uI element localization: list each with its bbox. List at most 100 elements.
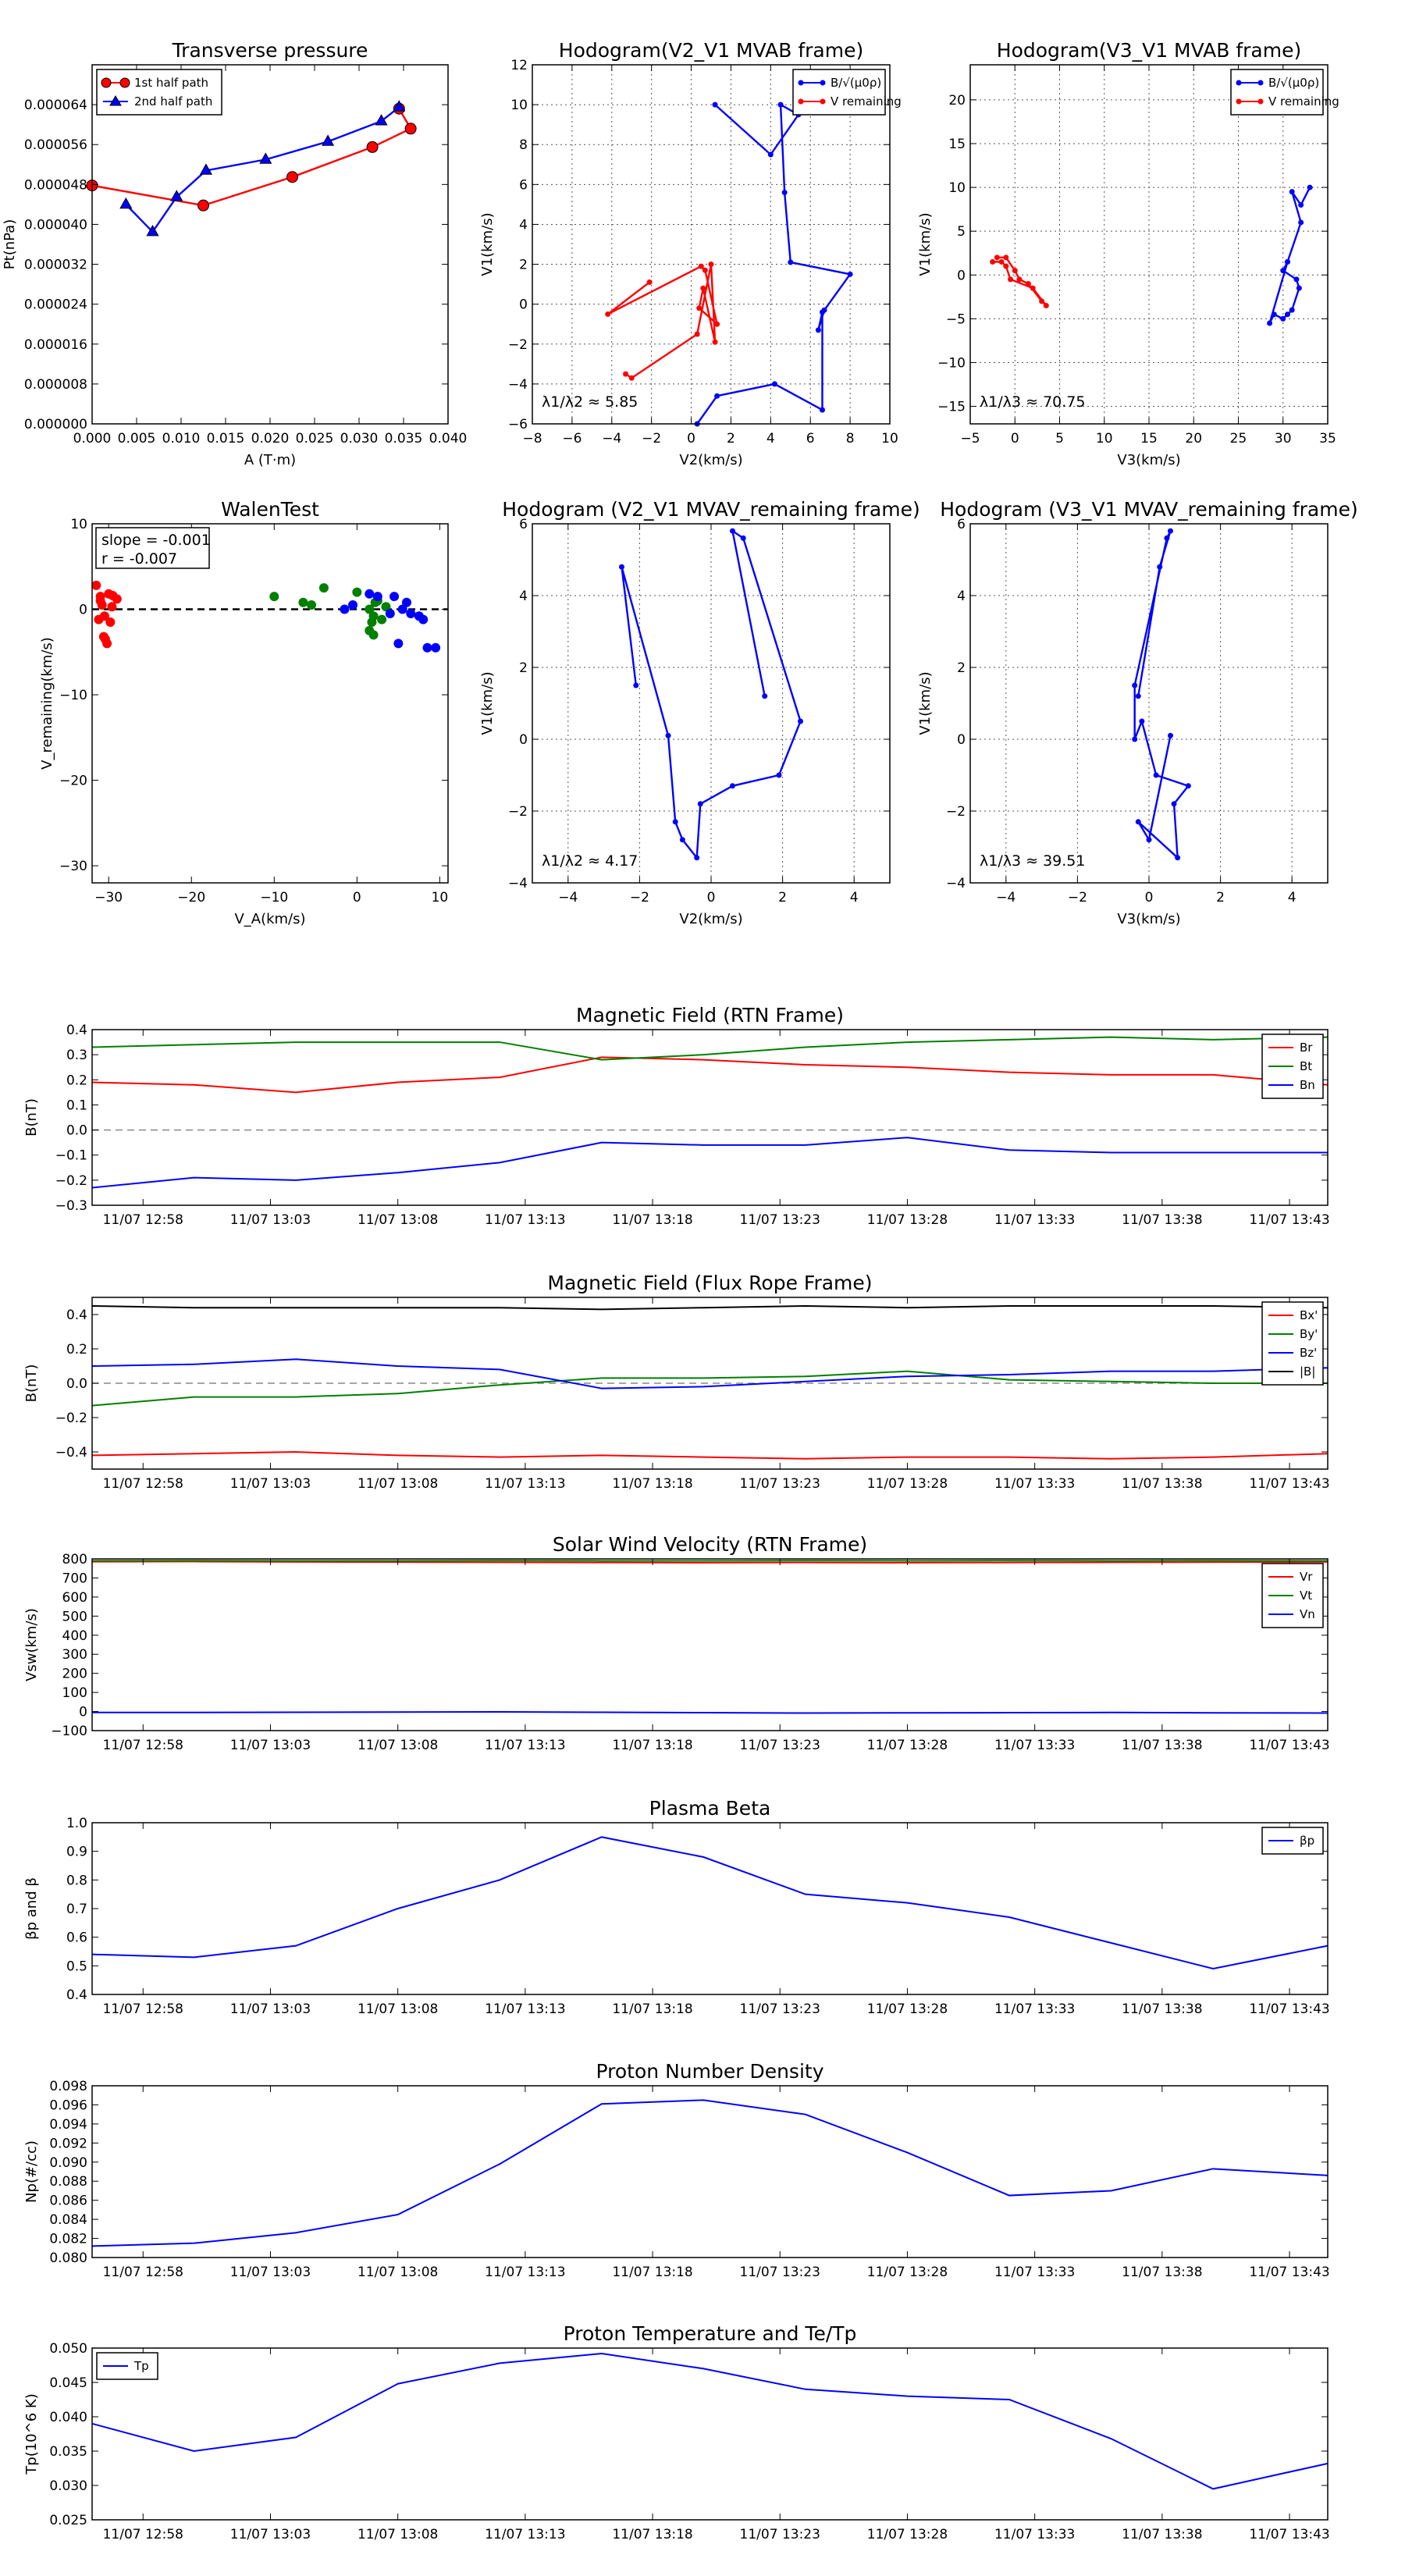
y-tick-label: 15 [948, 137, 966, 152]
data-point [397, 604, 407, 614]
x-tick-label: 11/07 13:38 [1122, 1212, 1202, 1228]
x-tick-label: 11/07 13:33 [994, 1476, 1075, 1492]
series-line-Bn [91, 1137, 1328, 1189]
series-line-1st half path [91, 108, 412, 207]
data-point [322, 134, 335, 146]
chart-panel-hodogram-v3-v1-mvab: −5 0 5 10 15 20 25 30 35 −15 −10 −5 0 5 10 15 20 Hodogram… [917, 39, 1339, 468]
legend: Vr Vt Vn [1261, 1563, 1324, 1628]
legend-label: |B| [1300, 1364, 1315, 1379]
x-tick-label: 11/07 13:03 [230, 1212, 311, 1228]
x-tick-label: 11/07 13:43 [1249, 1738, 1329, 1753]
data-point [1171, 801, 1177, 807]
legend-label: B/√(μ0ρ) [831, 76, 881, 90]
legend: Bx' By' Bz' |B| [1261, 1301, 1324, 1386]
plot-frame [91, 1822, 1329, 1995]
data-point [714, 393, 720, 399]
data-point [352, 587, 362, 597]
y-tick-label: 0.4 [66, 1308, 87, 1323]
data-point [375, 114, 388, 126]
y-tick-label: −4 [508, 377, 528, 393]
data-point [404, 123, 417, 135]
data-point [990, 258, 996, 265]
y-tick-label: −2 [508, 337, 528, 353]
legend-marker [1236, 98, 1242, 105]
x-tick-label: 10 [881, 431, 898, 447]
y-tick-label: −10 [59, 688, 87, 703]
y-axis-label: Vsw(km/s) [23, 1608, 40, 1681]
data-point [1267, 320, 1273, 326]
chart-panel-proton-temperature: 11/07 12:58 11/07 13:03 11/07 13:08 11/07 1… [23, 2322, 1330, 2542]
y-tick-label: −0.2 [55, 1411, 87, 1426]
data-point [393, 100, 406, 112]
x-tick-label: 4 [767, 431, 775, 447]
x-tick-label: 11/07 13:23 [740, 2001, 820, 2017]
data-point [998, 258, 1005, 265]
x-tick-label: 11/07 13:43 [1249, 1212, 1329, 1228]
y-tick-label: 0.000024 [24, 297, 87, 313]
x-tick-label: −4 [996, 890, 1016, 906]
x-tick-label: 11/07 13:43 [1249, 2527, 1329, 2542]
y-tick-label: −4 [946, 876, 966, 891]
data-point [307, 600, 317, 610]
x-axis-label: V2(km/s) [679, 911, 742, 927]
y-axis-label: V1(km/s) [479, 212, 496, 276]
data-point [1284, 311, 1290, 318]
data-point [623, 371, 629, 377]
x-tick-label: 0.040 [429, 431, 468, 447]
x-tick-label: 10 [1096, 431, 1113, 447]
data-point [1008, 276, 1014, 283]
y-tick-label: 0 [79, 1705, 87, 1720]
data-point [672, 819, 678, 825]
x-tick-label: 0.005 [118, 431, 156, 447]
y-tick-label: 500 [62, 1609, 87, 1624]
x-tick-label: 11/07 13:38 [1122, 2265, 1202, 2280]
x-tick-label: 0.020 [251, 431, 290, 447]
data-point [712, 101, 718, 108]
eigenvalue-ratio-label: λ1/λ2 ≈ 4.17 [542, 852, 638, 870]
y-tick-label: 10 [70, 517, 87, 532]
legend-label: Tp [133, 2359, 149, 2373]
data-point [1135, 819, 1141, 825]
data-point [1167, 732, 1173, 738]
data-point [119, 197, 133, 209]
data-point [298, 597, 308, 607]
x-tick-label: 11/07 13:18 [612, 2265, 692, 2280]
legend-label: Bx' [1300, 1308, 1318, 1322]
x-tick-label: 0.000 [73, 431, 112, 447]
y-tick-label: 0.086 [49, 2194, 87, 2209]
y-tick-label: 0 [957, 732, 966, 748]
legend-label: βp [1300, 1834, 1314, 1848]
legend: 1st half path 2nd half path [96, 69, 222, 116]
x-axis-label: A (T·m) [244, 452, 296, 468]
y-axis-label: Pt(nPa) [2, 219, 18, 269]
data-point [367, 617, 377, 627]
data-point [406, 609, 416, 618]
y-tick-label: 0.030 [49, 2478, 87, 2494]
y-tick-label: 0 [79, 603, 87, 618]
data-point [365, 589, 375, 599]
series-line-B/√(μ0ρ) [1268, 187, 1311, 324]
y-tick-label: −10 [937, 355, 966, 371]
y-tick-label: 0.6 [66, 1930, 87, 1946]
data-point [815, 327, 821, 333]
x-tick-label: 11/07 12:58 [103, 1476, 183, 1492]
y-tick-label: 0.4 [66, 1023, 87, 1038]
data-point [1307, 184, 1313, 190]
data-point [628, 375, 635, 381]
chart-panel-plasma-beta: 11/07 12:58 11/07 13:03 11/07 13:08 11/07 1… [23, 1797, 1330, 2017]
data-point [1280, 315, 1286, 322]
x-tick-label: 11/07 13:18 [612, 1476, 692, 1492]
legend: βp [1261, 1827, 1324, 1855]
y-tick-label: 0.045 [49, 2375, 87, 2391]
chart-panel-transverse-pressure: 0.000 0.005 0.010 0.015 0.020 0.025 0.030 0.035… [2, 39, 467, 468]
legend-label: 1st half path [134, 76, 208, 90]
data-point [788, 259, 794, 265]
eigenvalue-ratio-label: λ1/λ3 ≈ 70.75 [980, 393, 1085, 411]
x-tick-label: 11/07 13:13 [485, 1476, 565, 1492]
data-point [1003, 254, 1009, 261]
x-tick-label: 8 [846, 431, 855, 447]
y-tick-label: 4 [957, 589, 966, 604]
legend-label: Vt [1300, 1589, 1312, 1603]
x-tick-label: 11/07 13:38 [1122, 1476, 1202, 1492]
data-point [679, 837, 685, 843]
